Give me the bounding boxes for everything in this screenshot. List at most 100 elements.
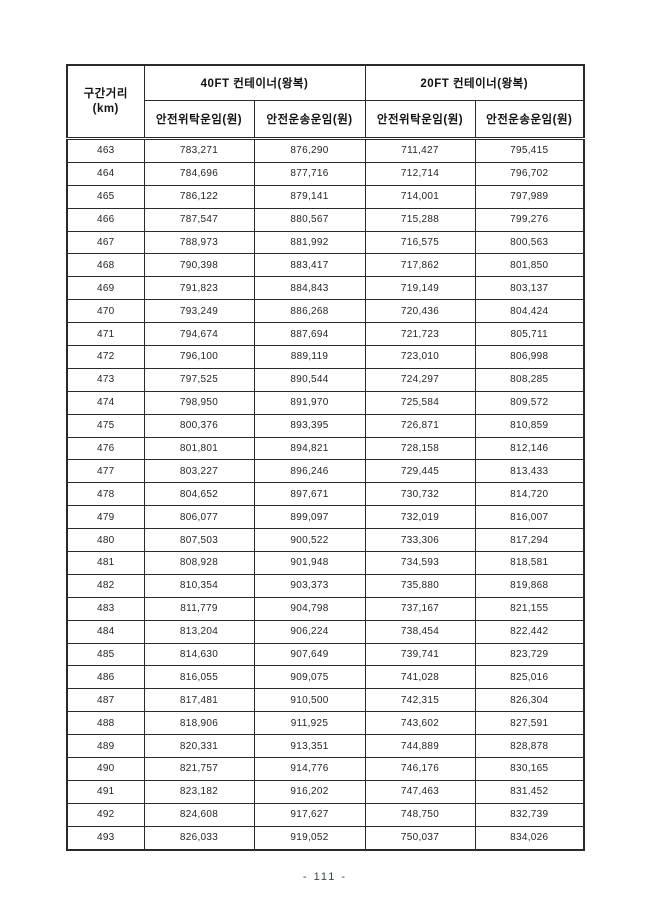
fare-cell: 748,750: [364, 802, 476, 827]
fare-cell: 910,500: [253, 688, 366, 713]
fare-cell: 811,779: [143, 596, 255, 621]
table-row: 470 793,249 886,268 720,436 804,424: [66, 299, 585, 324]
fare-cell: 810,859: [474, 413, 585, 438]
fare-cell: 800,376: [143, 413, 255, 438]
distance-cell: 472: [66, 345, 145, 369]
fare-cell: 717,862: [364, 253, 476, 278]
distance-cell: 477: [66, 459, 145, 484]
fare-cell: 747,463: [364, 779, 476, 804]
distance-cell: 480: [66, 528, 145, 553]
fare-cell: 883,417: [253, 253, 366, 278]
fare-cell: 797,525: [143, 367, 255, 392]
distance-cell: 474: [66, 390, 145, 415]
fare-cell: 827,591: [474, 711, 585, 736]
fare-cell: 738,454: [364, 619, 476, 644]
fare-cell: 796,100: [143, 345, 255, 369]
fare-cell: 746,176: [364, 757, 476, 781]
fare-cell: 791,823: [143, 276, 255, 301]
fare-cell: 820,331: [143, 734, 255, 759]
fare-cell: 877,716: [253, 161, 366, 186]
fare-cell: 900,522: [253, 528, 366, 553]
fare-cell: 813,433: [474, 459, 585, 484]
fare-cell: 919,052: [253, 825, 366, 851]
table-row: 467 788,973 881,992 716,575 800,563: [66, 230, 585, 255]
column-header-40ft-transport-fare: 안전운송운임(원): [253, 100, 366, 140]
fare-cell: 804,424: [474, 299, 585, 324]
table-row: 477 803,227 896,246 729,445 813,433: [66, 459, 585, 484]
table-row: 476 801,801 894,821 728,158 812,146: [66, 436, 585, 461]
table-row: 468 790,398 883,417 717,862 801,850: [66, 253, 585, 278]
table-row: 486 816,055 909,075 741,028 825,016: [66, 665, 585, 690]
fare-cell: 896,246: [253, 459, 366, 484]
header-sub-row: 안전위탁운임(원) 안전운송운임(원) 안전위탁운임(원) 안전운송운임(원): [67, 100, 585, 140]
fare-cell: 808,928: [143, 551, 255, 575]
column-group-20ft: 20FT 컨테이너(왕복): [364, 64, 585, 101]
distance-cell: 488: [66, 711, 145, 736]
table-row: 471 794,674 887,694 721,723 805,711: [66, 322, 585, 347]
table-row: 466 787,547 880,567 715,288 799,276: [66, 207, 585, 232]
fare-cell: 913,351: [253, 734, 366, 759]
table-row: 491 823,182 916,202 747,463 831,452: [66, 779, 585, 804]
fare-cell: 720,436: [364, 299, 476, 324]
distance-cell: 484: [66, 619, 145, 644]
fare-cell: 784,696: [143, 161, 255, 186]
fare-cell: 881,992: [253, 230, 366, 255]
fare-cell: 810,354: [143, 573, 255, 598]
fare-cell: 809,572: [474, 390, 585, 415]
table-row: 465 786,122 879,141 714,001 797,989: [66, 184, 585, 209]
fare-cell: 914,776: [253, 757, 366, 781]
column-header-20ft-transport-fare: 안전운송운임(원): [474, 100, 585, 140]
table-row: 489 820,331 913,351 744,889 828,878: [66, 734, 585, 759]
table-row: 487 817,481 910,500 742,315 826,304: [66, 688, 585, 713]
fare-cell: 911,925: [253, 711, 366, 736]
fare-cell: 817,294: [474, 528, 585, 553]
column-header-distance: 구간거리 (km): [66, 64, 145, 140]
table-row: 482 810,354 903,373 735,880 819,868: [66, 573, 585, 598]
fare-cell: 726,871: [364, 413, 476, 438]
fare-cell: 797,989: [474, 184, 585, 209]
distance-cell: 475: [66, 413, 145, 438]
table-row: 480 807,503 900,522 733,306 817,294: [66, 528, 585, 553]
table-row: 479 806,077 899,097 732,019 816,007: [66, 505, 585, 530]
distance-cell: 469: [66, 276, 145, 301]
fare-cell: 824,608: [143, 802, 255, 827]
fare-cell: 803,137: [474, 276, 585, 301]
container-fare-table: 구간거리 (km) 40FT 컨테이너(왕복) 20FT 컨테이너(왕복) 안전…: [66, 64, 585, 851]
distance-cell: 473: [66, 367, 145, 392]
fare-cell: 799,276: [474, 207, 585, 232]
fare-cell: 787,547: [143, 207, 255, 232]
distance-cell: 467: [66, 230, 145, 255]
table-row: 469 791,823 884,843 719,149 803,137: [66, 276, 585, 301]
fare-cell: 834,026: [474, 825, 585, 851]
fare-cell: 876,290: [253, 138, 366, 163]
fare-cell: 894,821: [253, 436, 366, 461]
fare-cell: 807,503: [143, 528, 255, 553]
distance-cell: 464: [66, 161, 145, 186]
fare-cell: 730,732: [364, 482, 476, 507]
fare-cell: 906,224: [253, 619, 366, 644]
distance-header-line1: 구간거리: [83, 87, 128, 100]
table-row: 484 813,204 906,224 738,454 822,442: [66, 619, 585, 644]
fare-cell: 879,141: [253, 184, 366, 209]
fare-cell: 743,602: [364, 711, 476, 736]
distance-cell: 481: [66, 551, 145, 575]
fare-cell: 742,315: [364, 688, 476, 713]
fare-cell: 814,720: [474, 482, 585, 507]
table-row: 485 814,630 907,649 739,741 823,729: [66, 642, 585, 667]
fare-cell: 803,227: [143, 459, 255, 484]
distance-cell: 471: [66, 322, 145, 347]
fare-cell: 790,398: [143, 253, 255, 278]
fare-cell: 887,694: [253, 322, 366, 347]
fare-cell: 830,165: [474, 757, 585, 781]
fare-cell: 734,593: [364, 551, 476, 575]
distance-cell: 487: [66, 688, 145, 713]
fare-cell: 711,427: [364, 138, 476, 163]
fare-cell: 821,155: [474, 596, 585, 621]
fare-cell: 904,798: [253, 596, 366, 621]
fare-cell: 744,889: [364, 734, 476, 759]
distance-cell: 485: [66, 642, 145, 667]
fare-cell: 806,998: [474, 345, 585, 369]
fare-cell: 886,268: [253, 299, 366, 324]
fare-cell: 719,149: [364, 276, 476, 301]
